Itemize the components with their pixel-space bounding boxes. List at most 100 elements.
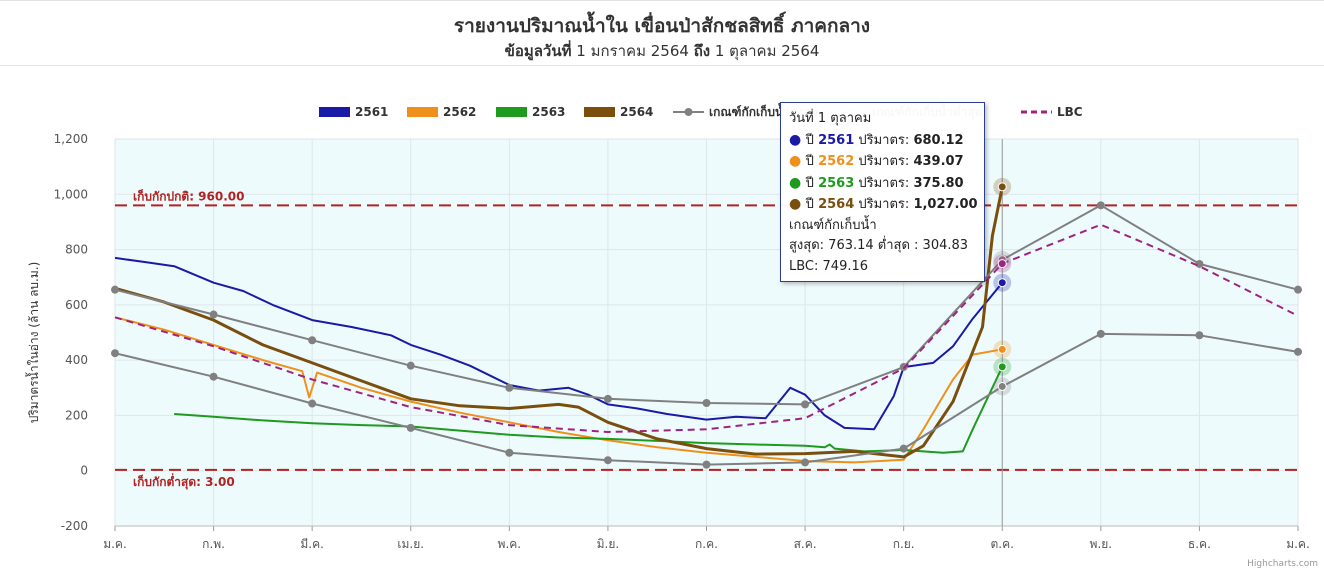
hover-marker-6 <box>997 259 1007 269</box>
series-marker-4 <box>406 361 415 370</box>
legend-label-1: 2562 <box>443 105 476 119</box>
series-marker-4 <box>308 336 317 345</box>
series-marker-5 <box>702 460 711 469</box>
tooltip-amount-value: 680.12 <box>913 132 964 148</box>
legend-label-3: 2564 <box>620 105 653 119</box>
tooltip-series-row: ● ปี 2564 ปริมาตร: 1,027.00 <box>789 194 978 216</box>
x-tick-label: มิ.ย. <box>597 537 620 551</box>
series-marker-5 <box>505 448 514 457</box>
chart-subtitle: ข้อมูลวันที่ 1 มกราคม 2564 ถึง 1 ตุลาคม … <box>0 39 1324 63</box>
tooltip-amount-value: 1,027.00 <box>913 197 978 212</box>
x-tick-label: ก.ค. <box>695 537 718 551</box>
x-tick-label: ก.พ. <box>202 537 225 551</box>
tooltip-series-dot-icon: ● <box>789 174 806 191</box>
legend-label-0: 2561 <box>355 105 388 119</box>
series-marker-5 <box>801 458 810 467</box>
tooltip-year: 2561 <box>818 132 855 148</box>
series-marker-5 <box>111 349 119 358</box>
series-marker-4 <box>505 383 514 392</box>
legend-swatch-3 <box>584 107 615 117</box>
hover-marker-3 <box>997 182 1007 192</box>
tooltip-year-prefix: ปี <box>805 175 819 191</box>
tooltip-series-row: ● ปี 2563 ปริมาตร: 375.80 <box>789 173 976 195</box>
legend-swatch-marker-4 <box>684 108 693 116</box>
series-line-6 <box>114 223 1299 433</box>
y-tick-label: 200 <box>65 408 88 422</box>
plot-line-label-0: เก็บกักปกติ: 960.00 <box>133 188 244 203</box>
series-marker-5 <box>603 456 612 465</box>
tooltip-series-row: ● ปี 2562 ปริมาตร: 439.07 <box>789 151 976 173</box>
series-line-0 <box>114 256 1004 431</box>
tooltip-lbc: LBC: 749.16 <box>789 258 869 274</box>
hover-marker-5 <box>997 381 1007 391</box>
y-tick-label: 600 <box>65 298 88 312</box>
tooltip-amount-label: ปริมาตร: <box>854 197 914 212</box>
series-marker-4 <box>111 285 119 294</box>
x-tick-label: ต.ค. <box>991 537 1014 551</box>
y-tick-label: 800 <box>65 243 88 257</box>
tooltip-date: วันที่ 1 ตุลาคม <box>789 111 872 126</box>
tooltip-series-rows: ● ปี 2561 ปริมาตร: 680.12 ● ปี 2562 ปริมา… <box>789 130 978 216</box>
legend-label-6: LBC <box>1057 105 1083 119</box>
hover-marker-2 <box>997 362 1007 372</box>
x-tick-label: พ.ค. <box>498 537 522 551</box>
series-marker-5 <box>209 372 218 381</box>
x-tick-label: ม.ค. <box>103 537 127 551</box>
x-tick-label: พ.ย. <box>1090 537 1113 551</box>
tooltip-year: 2564 <box>818 197 855 212</box>
tooltip-amount-value: 439.07 <box>913 154 964 169</box>
x-tick-label: ก.ย. <box>893 537 915 551</box>
tooltip-year-prefix: ปี <box>805 197 819 212</box>
tooltip-series-dot-icon: ● <box>789 153 806 169</box>
y-tick-label: 0 <box>80 464 88 478</box>
x-tick-label: เม.ย. <box>397 537 424 551</box>
tooltip-series-row: ● ปี 2561 ปริมาตร: 680.12 <box>789 130 976 152</box>
series-marker-4 <box>603 394 612 403</box>
series-marker-5 <box>1294 347 1302 356</box>
tooltip-amount-label: ปริมาตร: <box>854 132 914 148</box>
tooltip-rule-label: เกณฑ์กักเก็บน้ำ <box>789 217 877 233</box>
tooltip-amount-label: ปริมาตร: <box>854 154 914 169</box>
chart-tooltip: วันที่ 1 ตุลาคม ● ปี 2561 ปริมาตร: 680.1… <box>780 102 985 282</box>
y-tick-label: 400 <box>65 353 88 367</box>
series-marker-4 <box>702 398 711 407</box>
x-tick-label: ธ.ค. <box>1188 537 1211 551</box>
tooltip-year-prefix: ปี <box>805 132 819 148</box>
series-marker-5 <box>406 423 415 432</box>
x-tick-label: ส.ค. <box>794 537 817 551</box>
chart-credit: Highcharts.com <box>1247 559 1318 569</box>
tooltip-year: 2563 <box>818 175 855 191</box>
series-marker-4 <box>1195 259 1204 268</box>
legend-swatch-2 <box>496 107 527 117</box>
hover-marker-0 <box>997 278 1007 288</box>
tooltip-amount-value: 375.80 <box>913 175 964 191</box>
chart-header: รายงานปริมาณน้ำใน เขื่อนป่าสักชลสิทธิ์ ภ… <box>0 0 1324 66</box>
legend-swatch-0 <box>319 107 350 117</box>
series-marker-5 <box>899 444 908 453</box>
subtitle-prefix: ข้อมูลวันที่ <box>504 42 572 60</box>
y-tick-label: -200 <box>61 519 88 533</box>
subtitle-to: 1 ตุลาคม 2564 <box>714 42 820 60</box>
plot-line-label-1: เก็บกักต่ำสุด: 3.00 <box>133 473 235 490</box>
series-marker-5 <box>1096 329 1105 338</box>
tooltip-series-dot-icon: ● <box>789 131 806 148</box>
series-marker-4 <box>1294 285 1302 294</box>
x-tick-label: มี.ค. <box>300 537 324 551</box>
tooltip-year: 2562 <box>818 154 855 169</box>
tooltip-rule-values: สูงสุด: 763.14 ต่ำสุด : 304.83 <box>789 238 969 253</box>
tooltip-amount-label: ปริมาตร: <box>854 175 914 191</box>
y-tick-label: 1,000 <box>54 187 88 201</box>
series-marker-4 <box>801 400 810 409</box>
series-marker-4 <box>1096 201 1105 210</box>
tooltip-series-dot-icon: ● <box>789 196 806 212</box>
legend-label-2: 2563 <box>532 105 565 119</box>
subtitle-from: 1 มกราคม 2564 <box>576 42 689 60</box>
legend-swatch-1 <box>407 107 438 117</box>
x-tick-label: ม.ค. <box>1286 537 1310 551</box>
y-tick-label: 1,200 <box>54 132 88 146</box>
chart-title: รายงานปริมาณน้ำใน เขื่อนป่าสักชลสิทธิ์ ภ… <box>453 15 871 37</box>
hover-marker-1 <box>997 344 1007 354</box>
tooltip-year-prefix: ปี <box>805 154 819 169</box>
series-marker-4 <box>209 310 218 319</box>
